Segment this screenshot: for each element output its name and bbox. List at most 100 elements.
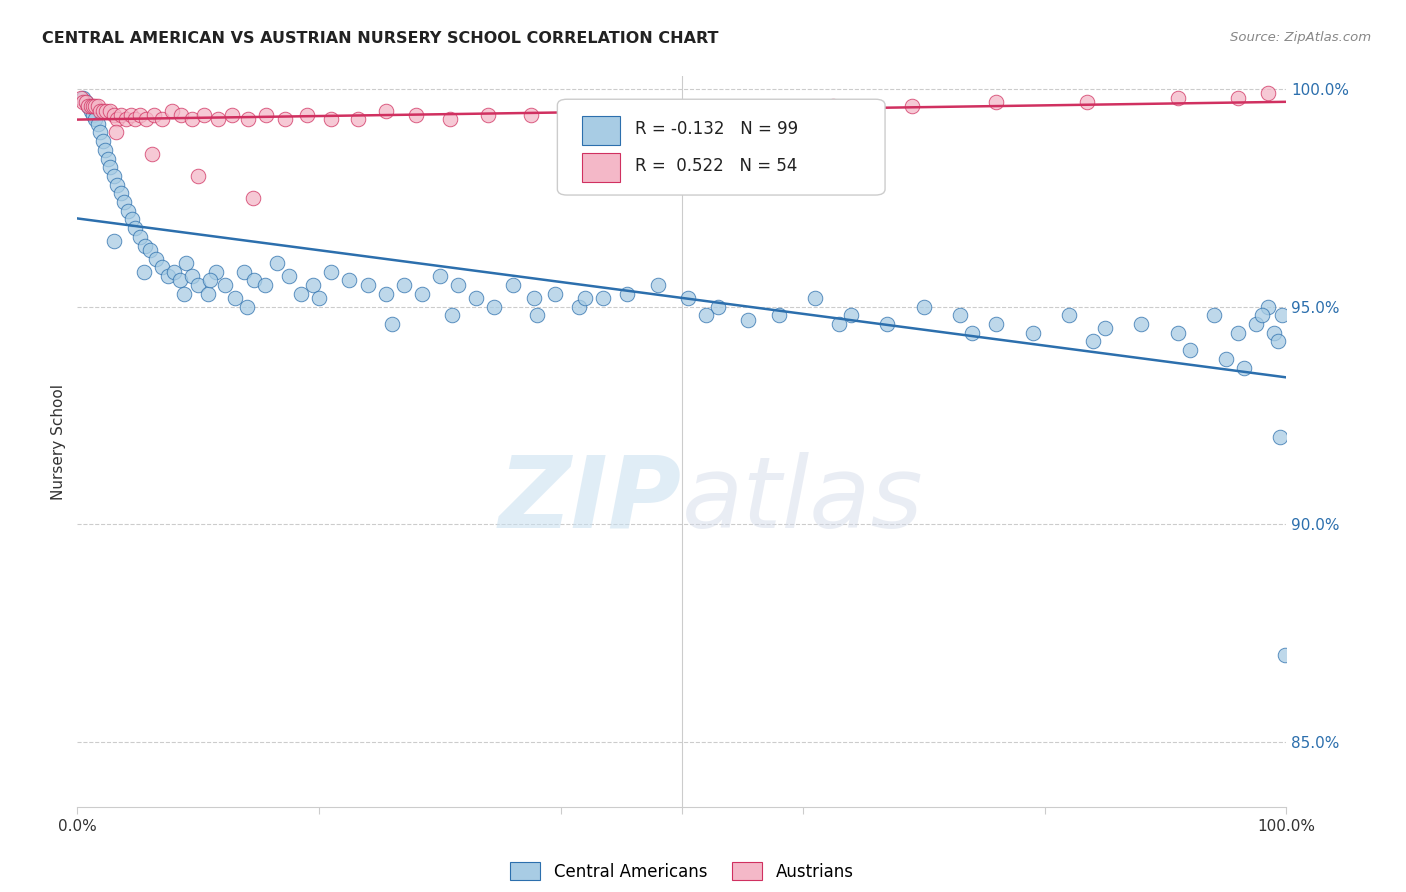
- Point: [135, 112, 157, 127]
- Point: [87, 99, 110, 113]
- Point: [804, 291, 827, 305]
- Point: [141, 147, 163, 161]
- Point: [1227, 326, 1250, 340]
- Point: [1057, 308, 1080, 322]
- Point: [707, 300, 730, 314]
- Point: [1081, 334, 1104, 349]
- Text: CENTRAL AMERICAN VS AUSTRIAN NURSERY SCHOOL CORRELATION CHART: CENTRAL AMERICAN VS AUSTRIAN NURSERY SCH…: [42, 31, 718, 46]
- Point: [986, 317, 1008, 331]
- Point: [374, 103, 396, 118]
- Point: [145, 252, 167, 266]
- Point: [447, 277, 470, 292]
- Point: [173, 286, 195, 301]
- Point: [129, 230, 152, 244]
- Point: [520, 108, 543, 122]
- Point: [768, 308, 790, 322]
- Point: [120, 108, 142, 122]
- Point: [70, 90, 93, 104]
- Point: [242, 191, 264, 205]
- Point: [1246, 317, 1268, 331]
- Point: [912, 300, 935, 314]
- FancyBboxPatch shape: [582, 116, 620, 145]
- Point: [110, 108, 132, 122]
- Point: [986, 95, 1008, 109]
- Point: [1270, 430, 1292, 444]
- Point: [221, 108, 243, 122]
- Point: [193, 108, 215, 122]
- Point: [828, 317, 851, 331]
- Point: [117, 203, 139, 218]
- Text: Source: ZipAtlas.com: Source: ZipAtlas.com: [1230, 31, 1371, 45]
- Point: [91, 103, 114, 118]
- Text: R = -0.132   N = 99: R = -0.132 N = 99: [634, 120, 797, 137]
- Point: [157, 269, 180, 284]
- Point: [1271, 308, 1294, 322]
- Point: [392, 277, 415, 292]
- Text: atlas: atlas: [682, 451, 924, 549]
- Point: [129, 108, 152, 122]
- Point: [484, 300, 506, 314]
- Point: [114, 112, 136, 127]
- Point: [839, 308, 862, 322]
- Point: [544, 286, 567, 301]
- Point: [1257, 300, 1279, 314]
- Point: [181, 112, 204, 127]
- Point: [676, 291, 699, 305]
- Point: [290, 286, 312, 301]
- Point: [439, 112, 461, 127]
- Point: [174, 256, 197, 270]
- Point: [949, 308, 972, 322]
- Point: [574, 291, 596, 305]
- Y-axis label: Nursery School: Nursery School: [51, 384, 66, 500]
- Point: [647, 277, 669, 292]
- Point: [103, 108, 125, 122]
- Point: [121, 212, 143, 227]
- Point: [224, 291, 246, 305]
- Point: [205, 265, 228, 279]
- Point: [321, 112, 343, 127]
- Point: [254, 108, 277, 122]
- Point: [124, 112, 146, 127]
- Point: [91, 134, 114, 148]
- Point: [79, 103, 101, 118]
- Point: [139, 243, 162, 257]
- Point: [1076, 95, 1098, 109]
- Point: [214, 277, 236, 292]
- Point: [105, 112, 128, 127]
- Point: [821, 99, 844, 113]
- Point: [134, 238, 156, 252]
- Point: [187, 277, 209, 292]
- Point: [308, 291, 330, 305]
- Point: [98, 160, 121, 174]
- Point: [1202, 308, 1225, 322]
- Point: [84, 99, 107, 113]
- Point: [441, 308, 464, 322]
- Point: [1274, 648, 1296, 662]
- Point: [429, 269, 451, 284]
- Point: [110, 186, 132, 201]
- Point: [374, 286, 396, 301]
- Point: [94, 143, 117, 157]
- Point: [114, 195, 136, 210]
- Point: [75, 95, 97, 109]
- Point: [77, 99, 100, 113]
- Legend: Central Americans, Austrians: Central Americans, Austrians: [503, 855, 860, 888]
- Point: [207, 112, 229, 127]
- Point: [1215, 351, 1237, 366]
- Point: [526, 308, 548, 322]
- FancyBboxPatch shape: [557, 99, 884, 195]
- Point: [89, 125, 111, 139]
- Point: [302, 277, 325, 292]
- Point: [592, 291, 614, 305]
- Point: [1178, 343, 1201, 357]
- Point: [1094, 321, 1116, 335]
- Point: [142, 108, 165, 122]
- Point: [381, 317, 404, 331]
- Point: [150, 260, 173, 275]
- Point: [1167, 90, 1189, 104]
- Point: [274, 112, 297, 127]
- Point: [150, 112, 173, 127]
- Point: [347, 112, 370, 127]
- Point: [132, 265, 155, 279]
- Point: [502, 277, 524, 292]
